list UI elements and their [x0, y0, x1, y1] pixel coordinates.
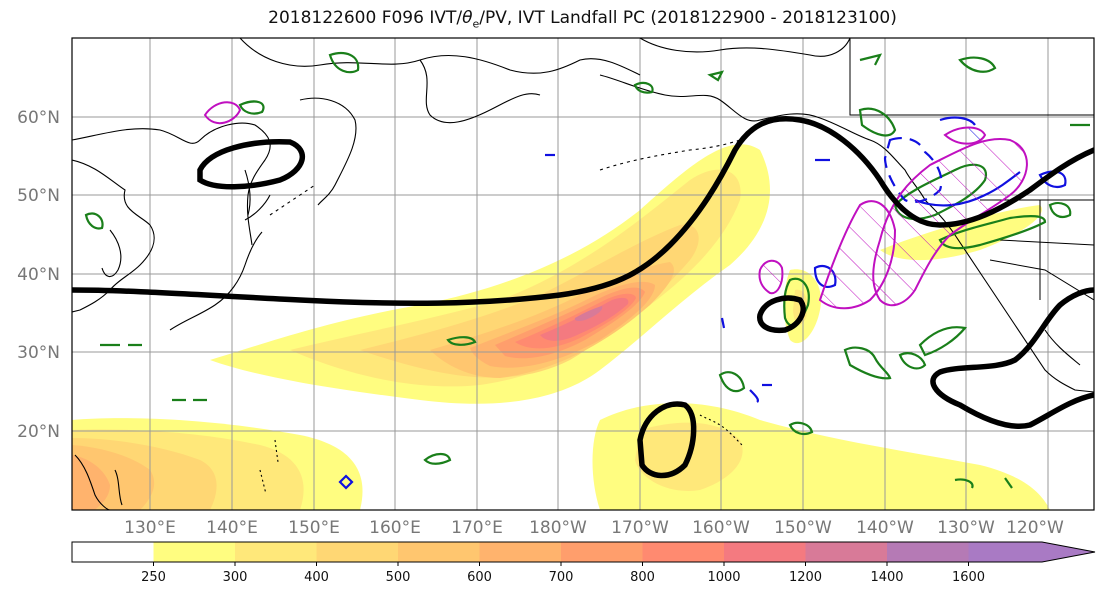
- alaska-coast: [599, 74, 926, 201]
- lon-label-170e: 170°E: [451, 518, 503, 538]
- colorbar-tick-label: 1400: [870, 570, 903, 585]
- lon-label-160e: 160°E: [369, 518, 421, 538]
- colorbar-tick-label: 1200: [789, 570, 822, 585]
- baja-coast: [1044, 329, 1081, 366]
- magenta-region-nw: [943, 126, 987, 145]
- asia-coast: [72, 159, 155, 313]
- ivt-plume-400: [360, 224, 699, 378]
- colorbar-segment: [479, 542, 562, 562]
- colorbar-segment: [805, 542, 888, 562]
- title-prefix: 2018122600 F096 IVT/: [268, 8, 463, 28]
- aleutian-islands: [599, 139, 741, 171]
- lat-label-50: 50°N: [17, 186, 60, 206]
- japan-islands: [169, 194, 271, 331]
- lon-label-160w: 160°W: [692, 518, 750, 538]
- title-theta: θ: [462, 8, 473, 28]
- colorbar-segment: [398, 542, 480, 562]
- colorbar-segment: [235, 542, 317, 562]
- colorbar-segment: [316, 542, 399, 562]
- lon-label-130w: 130°W: [937, 518, 995, 538]
- title-theta-sub: e: [472, 17, 480, 31]
- ivt-plume-300: [290, 169, 741, 387]
- chukotka-coast: [419, 59, 541, 124]
- map-title: 2018122600 F096 IVT/θe/PV, IVT Landfall …: [0, 8, 1105, 30]
- colorbar-segment: [724, 542, 806, 562]
- lat-label-30: 30°N: [17, 343, 60, 363]
- longitude-labels: 130°E 140°E 150°E 160°E 170°E 180°W 170°…: [124, 518, 1064, 538]
- lon-label-130e: 130°E: [124, 518, 176, 538]
- sakhalin: [244, 169, 251, 216]
- colorbar-tick-label: 1600: [952, 570, 985, 585]
- colorbar-tick-label: 800: [630, 570, 655, 585]
- title-suffix: /PV, IVT Landfall PC (2018122900 - 20181…: [479, 8, 897, 28]
- lon-label-150w: 150°W: [774, 518, 832, 538]
- lat-label-40: 40°N: [17, 265, 60, 285]
- colorbar-tick-label: 250: [141, 570, 166, 585]
- jet-main: [72, 116, 1094, 307]
- colorbar-tick-label: 600: [467, 570, 492, 585]
- colorbar-segment: [72, 542, 154, 562]
- colorbar-segment: [153, 542, 236, 562]
- colorbar-extend-arrow: [968, 542, 1095, 562]
- okhotsk-coast: [72, 122, 271, 246]
- lon-label-170w: 170°W: [611, 518, 669, 538]
- jet-closed-central: [757, 295, 806, 334]
- magenta-region-west: [203, 101, 242, 125]
- jet-southeast: [930, 287, 1094, 429]
- lon-label-140w: 140°W: [856, 518, 914, 538]
- korea-coast: [101, 229, 122, 278]
- map-frame-border: [71, 37, 1095, 511]
- alaska-north: [639, 38, 851, 57]
- colorbar-tick-label: 500: [386, 570, 411, 585]
- pacific-islands: [259, 439, 279, 495]
- lat-label-60: 60°N: [17, 108, 60, 128]
- lat-label-20: 20°N: [17, 422, 60, 442]
- colorbar-tick-label: 400: [304, 570, 329, 585]
- jet-closed-south: [637, 401, 697, 479]
- latitude-labels: 60°N 50°N 40°N 30°N 20°N: [17, 108, 60, 442]
- hawaii-islands: [699, 414, 743, 446]
- colorbar-segment: [887, 542, 969, 562]
- colorbar: 250 300 400 500 600 700 800 1000 1200 1400 1600: [71, 541, 1096, 585]
- kuril-islands: [269, 184, 316, 216]
- kamchatka-coast: [299, 97, 357, 206]
- colorbar-tick-label: 300: [223, 570, 248, 585]
- lon-label-140e: 140°E: [206, 518, 258, 538]
- jet-closed-nw: [197, 139, 306, 190]
- colorbar-outline: [71, 541, 1096, 563]
- magenta-region-central: [818, 200, 897, 310]
- ivt-plume-1200: [574, 306, 603, 322]
- lon-label-120w: 120°W: [1006, 518, 1064, 538]
- jet-contours: [72, 116, 1094, 479]
- colorbar-segment: [642, 542, 725, 562]
- colorbar-tick-label: 700: [549, 570, 574, 585]
- lon-label-180w: 180°W: [529, 518, 587, 538]
- magenta-region-small: [758, 259, 784, 295]
- siberia-north-coast: [239, 38, 641, 76]
- lon-label-150e: 150°E: [288, 518, 340, 538]
- colorbar-segment: [561, 542, 643, 562]
- philippines: [74, 454, 123, 510]
- colorbar-tick-label: 1000: [707, 570, 740, 585]
